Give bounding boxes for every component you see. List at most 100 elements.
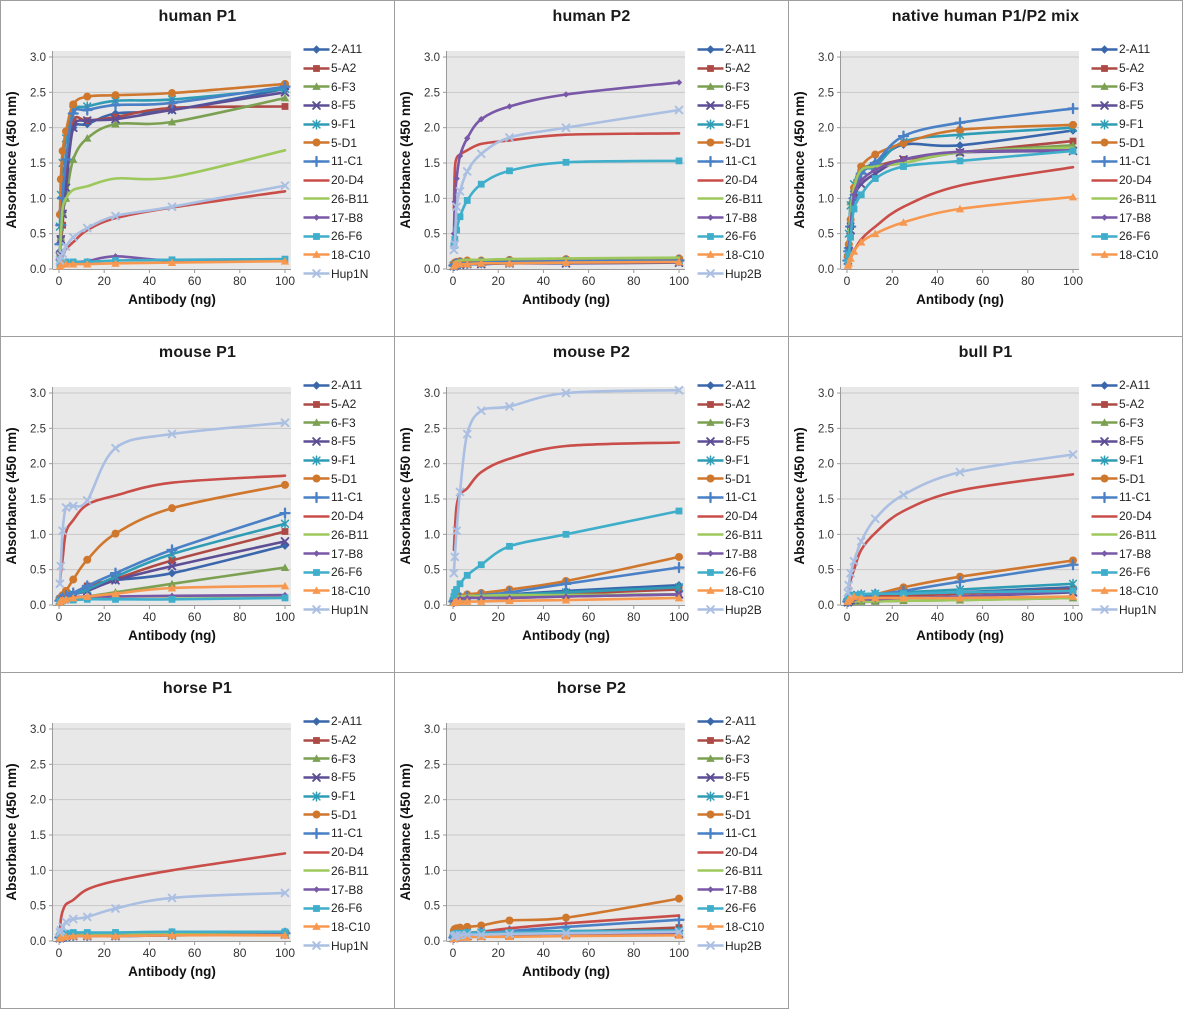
legend-label: 9-F1: [725, 789, 750, 804]
x-tick-label: 100: [275, 610, 295, 624]
x-marker: [561, 123, 571, 133]
legend-label: 26-F6: [725, 565, 757, 580]
y-tick-label: 1.0: [30, 193, 46, 205]
circle-marker: [111, 91, 120, 100]
triangle-marker: [455, 259, 465, 268]
legend-marker-26-F6: [697, 232, 724, 240]
x-tick-label: 20: [886, 610, 900, 624]
legend-label: 18-C10: [331, 583, 371, 598]
legend-item-9-F1: 9-F1: [697, 451, 787, 470]
legend-label: 9-F1: [331, 117, 356, 132]
legend-label: 11-C1: [725, 490, 757, 505]
legend-label: 17-B8: [725, 210, 758, 225]
legend-marker-20-D4: [1091, 514, 1118, 518]
legend-label: 26-F6: [1119, 229, 1151, 244]
legend-label: 20-D4: [725, 173, 758, 188]
x-axis-title: Antibody (ng): [522, 628, 610, 643]
legend-label: 5-A2: [331, 397, 357, 412]
legend-item-Hup1N: Hup1N: [303, 936, 393, 955]
legend-marker-5-D1: [1091, 474, 1118, 483]
legend-item-Hup1N: Hup1N: [303, 600, 393, 619]
chart-body: 0.0 0.5 1.0 1.5 2.0 2.5 3.0 0 20 40 60 80 100 Absorba…: [1, 31, 394, 315]
legend-marker-26-F6: [697, 904, 724, 912]
legend-item-Hup2B: Hup2B: [697, 936, 787, 955]
x-tick-label: 20: [98, 274, 112, 288]
circle-marker: [312, 474, 321, 483]
x-marker: [561, 928, 571, 938]
y-axis-title: Absorbance (450 nm): [4, 763, 19, 900]
x-tick-label: 20: [492, 610, 506, 624]
legend-marker-8-F5: [697, 101, 724, 110]
legend-label: 6-F3: [331, 751, 356, 766]
x-marker: [82, 912, 92, 922]
chart-body: 0.0 0.5 1.0 1.5 2.0 2.5 3.0 0 20 40 60 80 100 Absorba…: [789, 31, 1182, 315]
circle-marker: [477, 921, 486, 930]
triangle-marker: [312, 82, 321, 91]
series-line-26-B11: [58, 149, 287, 253]
legend-label: 6-F3: [1119, 415, 1144, 430]
legend-label: 11-C1: [331, 154, 363, 169]
legend-marker-11-C1: [303, 155, 330, 168]
legend-item-18-C10: 18-C10: [697, 918, 787, 937]
legend-label: 26-B11: [725, 863, 763, 878]
legend-marker-17-B8: [303, 214, 330, 221]
y-tick-label: 0.5: [30, 229, 46, 241]
legend-marker-8-F5: [303, 773, 330, 782]
legend-item-2-A11: 2-A11: [303, 40, 393, 59]
diamond-marker: [956, 148, 964, 155]
diamond-marker: [900, 156, 907, 163]
triangle-marker: [111, 931, 120, 940]
square-marker: [313, 736, 320, 744]
x-marker: [61, 917, 71, 927]
y-tick-label: 3.0: [424, 388, 440, 400]
square-marker: [506, 542, 513, 550]
x-marker: [111, 114, 120, 124]
legend-marker-26-B11: [697, 869, 724, 873]
chart-title: human P2: [552, 8, 631, 25]
diamond-marker: [453, 175, 460, 182]
series-markers-18-C10: [843, 192, 1078, 269]
square-marker: [506, 167, 513, 175]
plot-area: [53, 51, 291, 269]
circle-marker: [956, 125, 964, 134]
legend-marker-6-F3: [697, 82, 724, 91]
y-tick-label: 0.5: [424, 229, 440, 241]
y-tick-label: 2.5: [818, 87, 834, 99]
legend-label: 20-D4: [1119, 173, 1152, 188]
legend-item-26-B11: 26-B11: [303, 862, 393, 881]
triangle-marker: [505, 259, 514, 267]
x-tick-label: 20: [886, 274, 900, 288]
square-marker: [857, 191, 865, 199]
diamond-marker: [1100, 45, 1109, 54]
series-markers-26-F6: [450, 507, 683, 600]
triangle-marker: [83, 259, 92, 268]
y-tick-label: 0.0: [424, 264, 440, 276]
legend-marker-2-A11: [303, 45, 330, 54]
legend-marker-6-F3: [1091, 418, 1118, 427]
circle-marker: [899, 139, 908, 148]
legend-item-5-D1: 5-D1: [303, 805, 393, 824]
legend-item-20-D4: 20-D4: [303, 507, 393, 526]
x-marker: [1068, 450, 1078, 459]
legend-label: 26-F6: [1119, 565, 1151, 580]
legend-marker-8-F5: [1091, 101, 1118, 110]
x-tick-label: 80: [233, 610, 247, 624]
legend-marker-26-B11: [1091, 533, 1118, 537]
legend-item-17-B8: 17-B8: [697, 208, 787, 227]
y-tick-label: 1.5: [424, 830, 440, 842]
square-marker: [956, 588, 964, 596]
x-marker: [312, 437, 321, 446]
series-markers-Hup1N: [843, 450, 1078, 598]
triangle-marker: [561, 931, 571, 940]
square-marker: [453, 586, 461, 593]
legend-mouse-p1: 2-A11 5-A2 6-F3 8-F5 9-F1 5-D1 11-C1 20-D4 26-B1…: [303, 367, 393, 651]
series-markers-18-C10: [449, 257, 684, 270]
legend-item-20-D4: 20-D4: [303, 843, 393, 862]
legend-item-2-A11: 2-A11: [1091, 40, 1181, 59]
chart-title: mouse P1: [158, 344, 237, 361]
diamond-marker: [706, 381, 715, 390]
legend-item-9-F1: 9-F1: [303, 787, 393, 806]
legend-item-2-A11: 2-A11: [697, 40, 787, 59]
triangle-marker: [706, 82, 715, 91]
legend-label: 26-B11: [725, 191, 763, 206]
